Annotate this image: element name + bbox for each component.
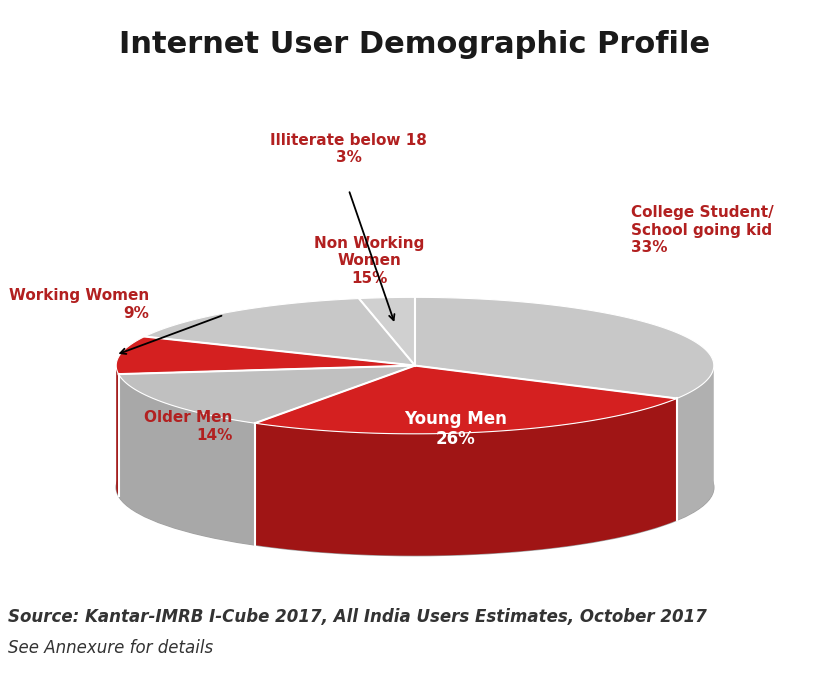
Polygon shape [116,336,415,374]
Text: Non Working
Women
15%: Non Working Women 15% [315,236,424,286]
Text: Older Men
14%: Older Men 14% [144,410,232,443]
Text: Working Women
9%: Working Women 9% [9,288,149,321]
Polygon shape [119,374,255,545]
Polygon shape [116,366,119,496]
Text: College Student/
School going kid
33%: College Student/ School going kid 33% [631,205,774,255]
Text: Internet User Demographic Profile: Internet User Demographic Profile [120,30,710,60]
Polygon shape [415,297,714,399]
Text: Illiterate below 18
3%: Illiterate below 18 3% [270,133,427,165]
Text: Source: Kantar-IMRB I-Cube 2017, All India Users Estimates, October 2017: Source: Kantar-IMRB I-Cube 2017, All Ind… [8,608,707,626]
Text: Young Men
26%: Young Men 26% [404,410,507,448]
Polygon shape [359,297,415,366]
Polygon shape [144,299,415,366]
Polygon shape [676,366,714,521]
Polygon shape [255,366,676,434]
Ellipse shape [116,419,714,556]
Text: See Annexure for details: See Annexure for details [8,638,213,657]
Polygon shape [255,399,676,556]
Polygon shape [119,366,415,423]
